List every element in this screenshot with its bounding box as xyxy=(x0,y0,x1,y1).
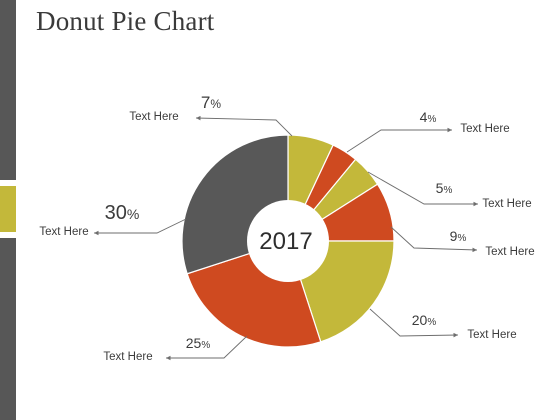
leader-line-1 xyxy=(195,115,293,137)
leader-line-2 xyxy=(346,127,452,153)
slice-label-5: Text Here xyxy=(467,329,516,341)
leader-line-7 xyxy=(94,218,187,236)
slice-percent-6: 25% xyxy=(186,335,211,351)
leader-line-4 xyxy=(390,226,478,253)
page-title: Donut Pie Chart xyxy=(36,6,215,36)
slice-label-7: Text Here xyxy=(39,226,88,238)
slice-label-1: Text Here xyxy=(129,111,178,123)
left-sidebar-accent xyxy=(0,186,16,232)
slice-percent-7: 30% xyxy=(105,202,140,224)
left-sidebar-bar-top xyxy=(0,0,16,180)
slice-label-4: Text Here xyxy=(485,246,534,258)
center-year-label: 2017 xyxy=(259,228,312,255)
leader-line-6 xyxy=(166,335,248,361)
donut-hole xyxy=(247,200,329,282)
slice-percent-3: 5% xyxy=(436,180,453,196)
leader-line-3 xyxy=(367,171,478,207)
leader-line-5 xyxy=(369,308,459,338)
slice-label-3: Text Here xyxy=(482,198,531,210)
slice-percent-5: 20% xyxy=(412,312,437,328)
slice-label-2: Text Here xyxy=(460,123,509,135)
slice-label-6: Text Here xyxy=(103,351,152,363)
slice-percent-2: 4% xyxy=(420,109,437,125)
slice-percent-4: 9% xyxy=(450,228,467,244)
slice-percent-1: 7% xyxy=(201,93,221,112)
slice-labels: 7% Text Here 4% Text Here 5% Text Here 9% Text … xyxy=(39,93,534,363)
left-sidebar-bar-bottom xyxy=(0,238,16,420)
